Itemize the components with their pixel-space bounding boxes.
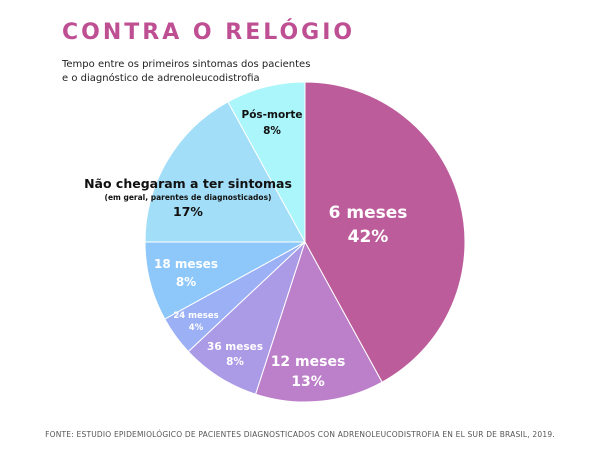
slice-label: Pós-morte bbox=[242, 109, 303, 121]
slice-label-group: Não chegaram a ter sintomas (em geral, pa… bbox=[84, 176, 292, 219]
chart-title: CONTRA O RELÓGIO bbox=[62, 20, 356, 45]
slice-value-label: 8% bbox=[226, 356, 244, 368]
slice-label: Não chegaram a ter sintomas bbox=[84, 176, 292, 191]
slice-value-label: 13% bbox=[291, 374, 325, 390]
slice-label: 18 meses bbox=[154, 257, 218, 271]
slice-label: 12 meses bbox=[271, 354, 346, 370]
slice-value-label: 8% bbox=[263, 125, 281, 137]
pie-labels: 6 meses 42% 12 meses 13% 36 meses 8% 24 meses 4… bbox=[84, 109, 407, 390]
slice-label-group: 6 meses 42% bbox=[329, 203, 408, 247]
subtitle-line-2: e o diagnóstico de adrenoleucodistrofia bbox=[62, 73, 260, 84]
slice-label-group: Pós-morte 8% bbox=[242, 109, 303, 137]
pie-slice bbox=[254, 240, 383, 403]
slice-label-group: 12 meses 13% bbox=[271, 354, 346, 390]
slice-value-label: 42% bbox=[348, 227, 389, 247]
slice-value-label: 8% bbox=[176, 275, 196, 289]
source-note: FONTE: ESTUDIO EPIDEMIOLÓGICO DE PACIENT… bbox=[45, 430, 555, 439]
pie-slice bbox=[144, 101, 306, 243]
subtitle-line-1: Tempo entre os primeiros sintomas dos pa… bbox=[62, 59, 311, 70]
pie-slices bbox=[144, 81, 466, 403]
slice-label: 24 meses bbox=[173, 311, 218, 321]
slice-value-label: 17% bbox=[173, 204, 203, 219]
slice-label-group: 18 meses 8% bbox=[154, 257, 218, 289]
slice-sublabel: (em geral, parentes de diagnosticados) bbox=[105, 193, 272, 202]
slice-label: 36 meses bbox=[207, 341, 263, 353]
pie-slice bbox=[227, 81, 306, 243]
slice-label-group: 36 meses 8% bbox=[207, 341, 263, 368]
slice-label-group: 24 meses 4% bbox=[173, 311, 218, 333]
slice-label: 6 meses bbox=[329, 203, 408, 223]
chart-subtitle: Tempo entre os primeiros sintomas dos pa… bbox=[62, 58, 310, 86]
slice-value-label: 4% bbox=[189, 323, 204, 333]
pie-slice bbox=[304, 81, 466, 383]
